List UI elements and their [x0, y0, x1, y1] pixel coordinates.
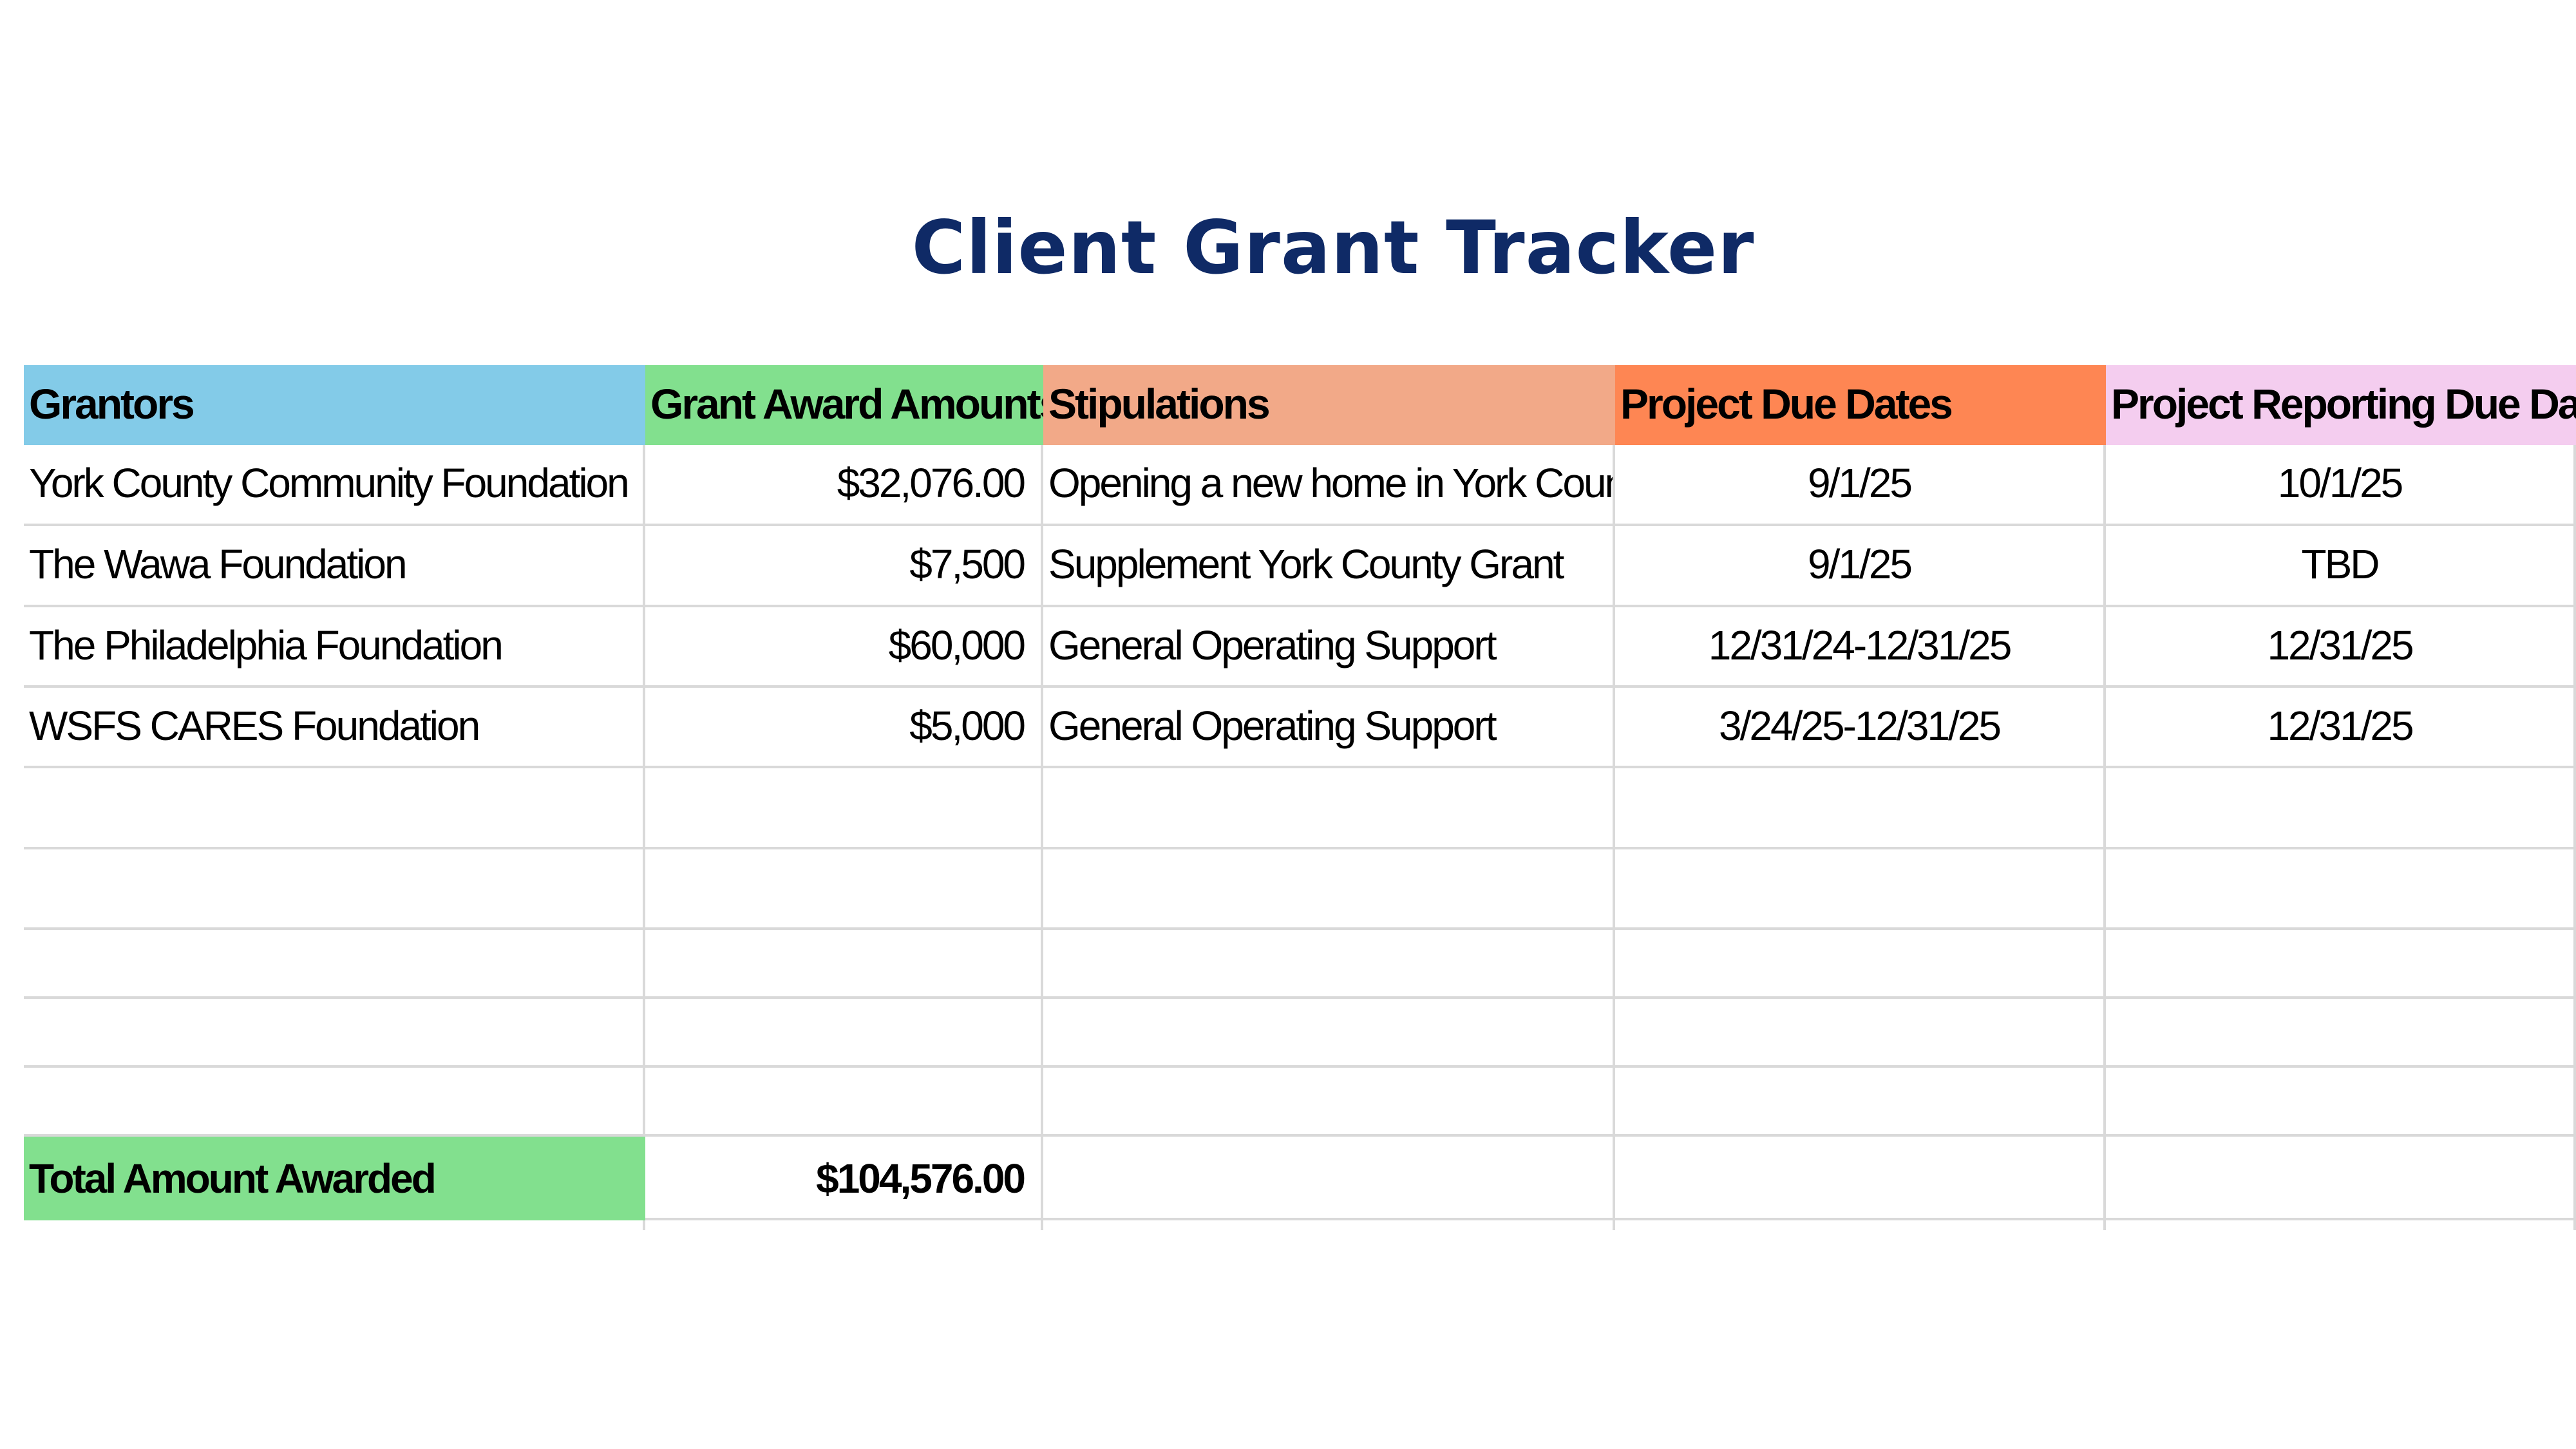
cell-project-due[interactable]: 12/31/24-12/31/25 [1615, 607, 2106, 688]
cell-reporting-due[interactable]: 12/31/25 [2106, 688, 2576, 768]
header-grant-award-amounts[interactable]: Grant Award Amounts [645, 365, 1043, 445]
page-title: Client Grant Tracker [911, 205, 1755, 290]
cell-grantor[interactable]: The Wawa Foundation [24, 526, 645, 607]
empty-cell[interactable] [1615, 999, 2106, 1068]
table-row: York County Community Foundation $32,076… [24, 445, 2576, 526]
table-header-row: Grantors Grant Award Amounts Stipulation… [24, 365, 2576, 445]
grant-table: Grantors Grant Award Amounts Stipulation… [24, 365, 2576, 1230]
empty-cell[interactable] [1043, 930, 1615, 999]
empty-cell[interactable] [1615, 1068, 2106, 1137]
gridline-stub [1615, 1220, 2106, 1230]
empty-cell[interactable] [645, 1068, 1043, 1137]
empty-cell[interactable] [2106, 768, 2576, 849]
empty-cell[interactable] [1615, 1137, 2106, 1220]
header-stipulations[interactable]: Stipulations [1043, 365, 1615, 445]
empty-cell[interactable] [1615, 768, 2106, 849]
empty-cell[interactable] [645, 999, 1043, 1068]
cell-grantor[interactable]: WSFS CARES Foundation [24, 688, 645, 768]
empty-cell[interactable] [2106, 1137, 2576, 1220]
header-project-reporting-due-dates[interactable]: Project Reporting Due Dates [2106, 365, 2576, 445]
cell-project-due[interactable]: 9/1/25 [1615, 526, 2106, 607]
empty-cell[interactable] [24, 768, 645, 849]
cell-stipulation[interactable]: General Operating Support [1043, 688, 1615, 768]
empty-cell[interactable] [24, 930, 645, 999]
cell-stipulation[interactable]: Opening a new home in York County. [1043, 445, 1615, 526]
cell-stipulation[interactable]: General Operating Support [1043, 607, 1615, 688]
empty-cell[interactable] [1615, 849, 2106, 930]
gridline-stub [24, 1220, 645, 1230]
gridline-stub [1043, 1220, 1615, 1230]
empty-row [24, 849, 2576, 930]
empty-cell[interactable] [645, 768, 1043, 849]
empty-cell[interactable] [24, 1068, 645, 1137]
cell-amount[interactable]: $7,500 [645, 526, 1043, 607]
empty-row [24, 1068, 2576, 1137]
cell-grantor[interactable]: York County Community Foundation [24, 445, 645, 526]
empty-cell[interactable] [1043, 1068, 1615, 1137]
gridline-stub [645, 1220, 1043, 1230]
cell-reporting-due[interactable]: TBD [2106, 526, 2576, 607]
empty-cell[interactable] [24, 849, 645, 930]
cell-grantor[interactable]: The Philadelphia Foundation [24, 607, 645, 688]
cell-stipulation[interactable]: Supplement York County Grant [1043, 526, 1615, 607]
empty-cell[interactable] [2106, 849, 2576, 930]
table-row: The Philadelphia Foundation $60,000 Gene… [24, 607, 2576, 688]
total-row: Total Amount Awarded $104,576.00 [24, 1137, 2576, 1220]
empty-cell[interactable] [24, 999, 645, 1068]
empty-cell[interactable] [1043, 768, 1615, 849]
header-grantors[interactable]: Grantors [24, 365, 645, 445]
gridline-stub [2106, 1220, 2576, 1230]
table-row: The Wawa Foundation $7,500 Supplement Yo… [24, 526, 2576, 607]
header-project-due-dates[interactable]: Project Due Dates [1615, 365, 2106, 445]
empty-cell[interactable] [2106, 1068, 2576, 1137]
table-row: WSFS CARES Foundation $5,000 General Ope… [24, 688, 2576, 768]
empty-cell[interactable] [1615, 930, 2106, 999]
cell-reporting-due[interactable]: 10/1/25 [2106, 445, 2576, 526]
cell-project-due[interactable]: 9/1/25 [1615, 445, 2106, 526]
gridline-stub-row [24, 1220, 2576, 1230]
cell-project-due[interactable]: 3/24/25-12/31/25 [1615, 688, 2106, 768]
empty-cell[interactable] [1043, 1137, 1615, 1220]
empty-row [24, 930, 2576, 999]
empty-cell[interactable] [2106, 999, 2576, 1068]
empty-cell[interactable] [2106, 930, 2576, 999]
cell-amount[interactable]: $60,000 [645, 607, 1043, 688]
total-amount-label[interactable]: Total Amount Awarded [24, 1137, 645, 1220]
empty-cell[interactable] [645, 930, 1043, 999]
empty-cell[interactable] [1043, 849, 1615, 930]
cell-amount[interactable]: $32,076.00 [645, 445, 1043, 526]
cell-amount[interactable]: $5,000 [645, 688, 1043, 768]
empty-row [24, 768, 2576, 849]
total-amount-value[interactable]: $104,576.00 [645, 1137, 1043, 1220]
empty-row [24, 999, 2576, 1068]
empty-cell[interactable] [1043, 999, 1615, 1068]
cell-reporting-due[interactable]: 12/31/25 [2106, 607, 2576, 688]
empty-cell[interactable] [645, 849, 1043, 930]
